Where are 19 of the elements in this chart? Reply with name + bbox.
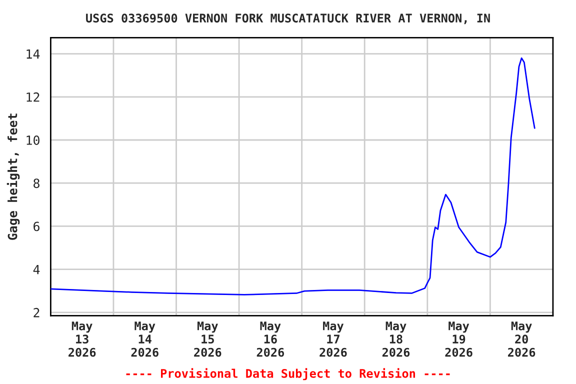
y-tick-label: 6 bbox=[34, 222, 40, 232]
text: ---- Provisional Data Subject to Revision ---- bbox=[126, 368, 450, 380]
x-tick-label: May 17 2026 bbox=[320, 322, 347, 357]
x-tick-label: May 13 2026 bbox=[68, 322, 96, 357]
y-tick-label: 14 bbox=[26, 49, 40, 59]
x-tick-label: May 15 2026 bbox=[194, 322, 222, 357]
y-tick-label: 2 bbox=[34, 308, 40, 318]
x-tick-label: May 20 2026 bbox=[508, 322, 536, 357]
x-tick-label: May 18 2026 bbox=[382, 322, 410, 357]
y-tick-label: 8 bbox=[34, 178, 40, 188]
x-tick-label: May 19 2026 bbox=[445, 322, 472, 357]
x-tick-label: May 14 2026 bbox=[131, 322, 158, 357]
chart-title: USGS 03369500 VERNON FORK MUSCATATUCK RIVER AT VERNON, IN bbox=[86, 14, 490, 24]
y-tick-label: 12 bbox=[26, 92, 40, 102]
y-tick-label: 10 bbox=[26, 136, 40, 145]
x-tick-label: May 16 2026 bbox=[256, 322, 284, 357]
line-series bbox=[50, 57, 536, 296]
y-tick-label: 4 bbox=[33, 264, 40, 274]
y-axis-title: Gage height, feet bbox=[6, 114, 20, 240]
